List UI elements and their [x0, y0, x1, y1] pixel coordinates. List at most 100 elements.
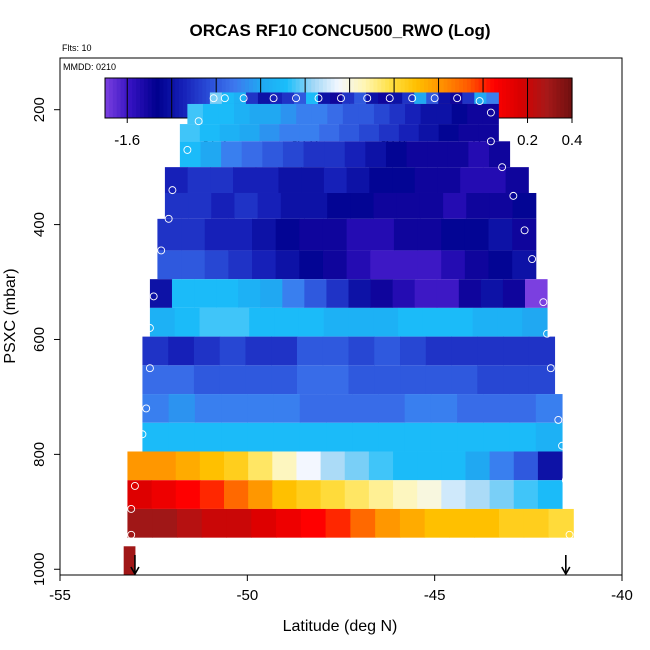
heatmap-cell [219, 336, 246, 366]
heatmap-cell [497, 307, 523, 337]
heatmap-cell [193, 365, 221, 395]
heatmap-cell [151, 480, 177, 509]
heatmap-cell [447, 307, 474, 337]
heatmap-cell [342, 92, 355, 104]
heatmap-cell [151, 451, 177, 481]
colorbar-segment [206, 78, 211, 118]
heatmap-cell [245, 336, 272, 366]
colorbar-segment [140, 78, 145, 118]
colorbar-segment [505, 78, 511, 118]
heatmap-cell [398, 124, 420, 142]
heatmap-cell [296, 480, 322, 509]
heatmap-cell [404, 394, 432, 423]
heatmap-cell [234, 192, 259, 219]
heatmap-cell [449, 508, 475, 538]
colorbar-segment [186, 78, 192, 118]
heatmap-cell [422, 307, 449, 337]
data-point [430, 94, 439, 103]
heatmap-cell [505, 167, 529, 193]
heatmap-cell [417, 218, 442, 251]
heatmap-cell [400, 365, 427, 395]
heatmap-cell [168, 422, 196, 452]
heatmap-cell [474, 508, 500, 538]
heatmap-cell [171, 279, 195, 308]
data-point [509, 191, 518, 200]
heatmap-cell [430, 394, 458, 423]
colorbar-segment [517, 78, 523, 118]
heatmap-cell [346, 218, 371, 251]
colorbar-segment [552, 78, 558, 118]
colorbar-segment [544, 78, 550, 118]
heatmap-cell [352, 422, 379, 452]
heatmap-cell [174, 307, 201, 337]
colorbar-tick-label: 0.4 [562, 132, 583, 149]
heatmap-cell [300, 508, 327, 538]
heatmap-cell [168, 336, 195, 366]
heatmap-cell [528, 336, 556, 366]
colorbar-segment [163, 78, 168, 118]
y-tick-label: 200 [31, 97, 48, 122]
heatmap-cell [392, 279, 416, 308]
colorbar-segment [536, 78, 542, 118]
heatmap-cell [512, 192, 537, 219]
heatmap-cell [255, 167, 279, 193]
heatmap-cell [509, 422, 537, 452]
date-note: MMDD: 0210 [63, 62, 116, 72]
heatmap-cell [164, 192, 189, 219]
heatmap-cell [350, 192, 375, 219]
heatmap-cell [512, 218, 537, 251]
heatmap-cell [438, 92, 451, 104]
data-point [292, 94, 300, 103]
heatmap-cell [525, 279, 548, 308]
heatmap-cell [417, 250, 442, 280]
heatmap-cell [352, 394, 379, 423]
heatmap-cell [194, 279, 217, 308]
heatmap-cell [482, 167, 507, 193]
heatmap-cell [396, 192, 421, 219]
heatmap-cell [175, 451, 201, 481]
colorbar-segment [194, 78, 199, 118]
heatmap-cell [373, 307, 399, 337]
heatmap-cells [123, 92, 574, 575]
data-point [157, 246, 166, 255]
colorbar-segment [498, 78, 503, 118]
heatmap-cell [123, 546, 136, 575]
heatmap-cell [406, 141, 428, 168]
heatmap-cell [168, 394, 196, 423]
data-point [145, 324, 154, 332]
data-point [239, 94, 248, 103]
heatmap-cell [450, 92, 463, 104]
heatmap-cell [279, 124, 300, 142]
heatmap-cell [464, 218, 490, 251]
y-tick-label: 1000 [31, 553, 48, 586]
colorbar-segment [147, 78, 153, 118]
heatmap-cell [488, 250, 513, 280]
data-point [558, 441, 566, 450]
heatmap-cell [344, 480, 370, 509]
heatmap-cell [400, 336, 427, 366]
heatmap-cell [348, 336, 375, 366]
heatmap-cell [405, 103, 422, 125]
heatmap-cell [398, 307, 424, 337]
heatmap-cell [425, 336, 453, 366]
data-point [127, 530, 136, 539]
data-point [145, 364, 154, 373]
heatmap-cell [346, 250, 371, 280]
data-point [539, 298, 548, 307]
heatmap-cell [251, 508, 277, 538]
heatmap-cell [417, 480, 442, 509]
data-point [475, 97, 484, 106]
heatmap-cell [528, 365, 556, 395]
heatmap-cell [378, 124, 400, 142]
colorbar-segment [501, 78, 507, 118]
y-axis-label: PSXC (mbar) [2, 268, 19, 363]
heatmap-cell [149, 279, 173, 308]
heatmap-cell [272, 451, 297, 481]
heatmap-cell [393, 218, 419, 251]
heatmap-cell [509, 394, 537, 423]
heatmap-cell [304, 192, 328, 219]
heatmap-cell [373, 192, 398, 219]
heatmap-cell [467, 103, 484, 125]
heatmap-cell [193, 336, 221, 366]
heatmap-cell [168, 365, 195, 395]
